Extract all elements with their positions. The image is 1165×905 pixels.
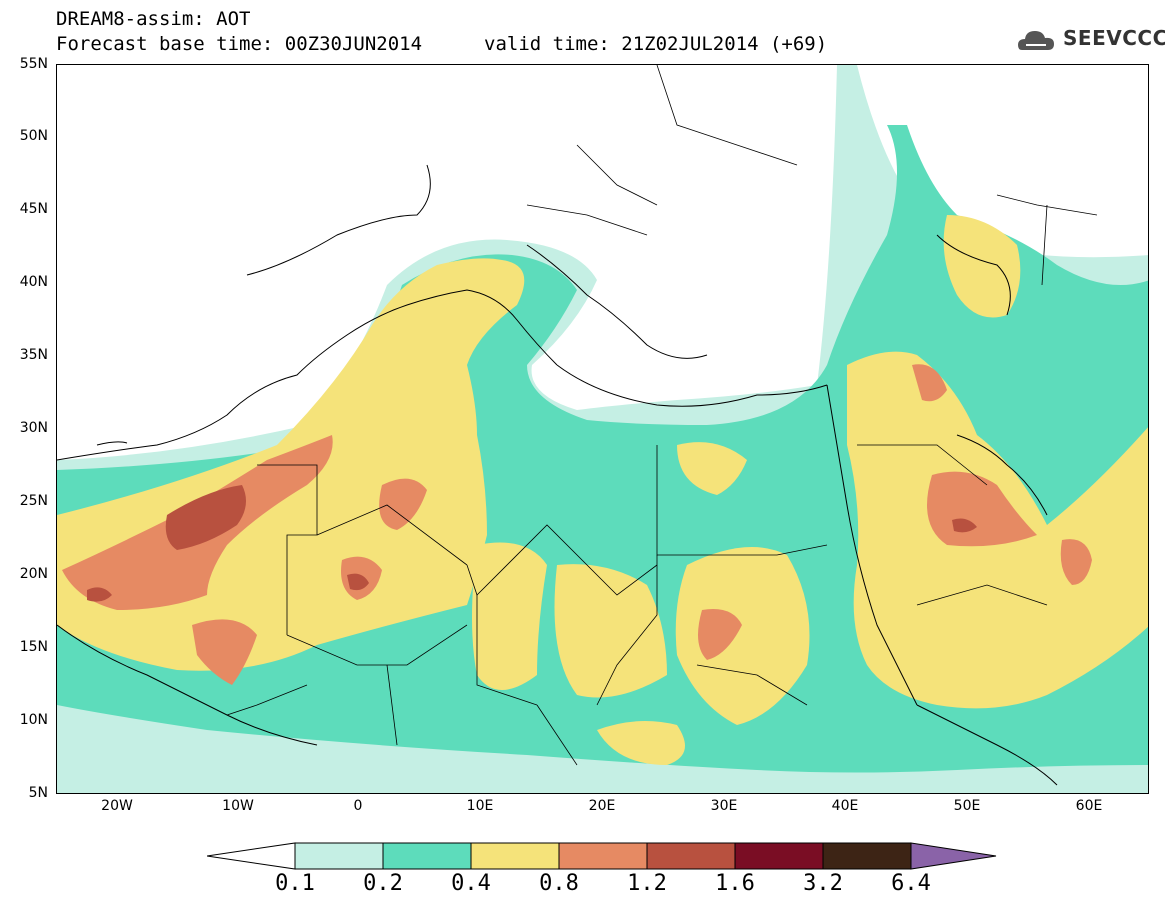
colorbar-label: 0.1 (275, 871, 315, 896)
forecast-base-time: Forecast base time: 00Z30JUN2014 (56, 33, 423, 55)
lat-label: 40N (19, 274, 48, 290)
lon-label: 0 (353, 798, 363, 814)
colorbar-label: 3.2 (803, 871, 843, 896)
coastlines (57, 164, 1058, 786)
lat-label: 20N (19, 566, 48, 582)
lon-label: 40E (831, 798, 859, 814)
colorbar-segment-0.8 (558, 842, 648, 870)
colorbar-label: 6.4 (891, 871, 931, 896)
lon-label: 20W (101, 798, 133, 814)
lat-label: 30N (19, 420, 48, 436)
lon-label: 50E (953, 798, 981, 814)
colorbar (207, 842, 997, 870)
colorbar-segment-1.6 (734, 842, 824, 870)
lat-label: 5N (28, 785, 48, 801)
lat-label: 45N (19, 201, 48, 217)
lon-label: 10E (466, 798, 494, 814)
aot-field-1.2 (87, 485, 977, 602)
country-borders (226, 65, 1098, 766)
colorbar-label: 0.2 (363, 871, 403, 896)
logo-text: SEEVCCC (1063, 26, 1165, 50)
aot-map (56, 64, 1149, 794)
colorbar-segment-1.2 (646, 842, 736, 870)
colorbar-label: 1.2 (627, 871, 667, 896)
lat-label: 15N (19, 639, 48, 655)
map-title: DREAM8-assim: AOT (56, 8, 251, 30)
lon-label: 10W (222, 798, 254, 814)
colorbar-segment-below (207, 842, 296, 870)
colorbar-segment-0.4 (470, 842, 560, 870)
lat-label: 25N (19, 493, 48, 509)
colorbar-label: 0.8 (539, 871, 579, 896)
lon-label: 30E (710, 798, 738, 814)
seevccc-logo (1018, 31, 1054, 50)
colorbar-segment-0.1 (294, 842, 384, 870)
colorbar-label: 1.6 (715, 871, 755, 896)
lon-label: 60E (1075, 798, 1103, 814)
lat-label: 35N (19, 347, 48, 363)
colorbar-segment-3.2 (822, 842, 912, 870)
lon-label: 20E (588, 798, 616, 814)
lat-label: 50N (19, 128, 48, 144)
colorbar-segment-0.2 (382, 842, 472, 870)
colorbar-segment-above (910, 842, 997, 870)
lat-label: 55N (19, 56, 48, 72)
valid-time: valid time: 21Z02JUL2014 (+69) (484, 33, 828, 55)
colorbar-label: 0.4 (451, 871, 491, 896)
lat-label: 10N (19, 712, 48, 728)
